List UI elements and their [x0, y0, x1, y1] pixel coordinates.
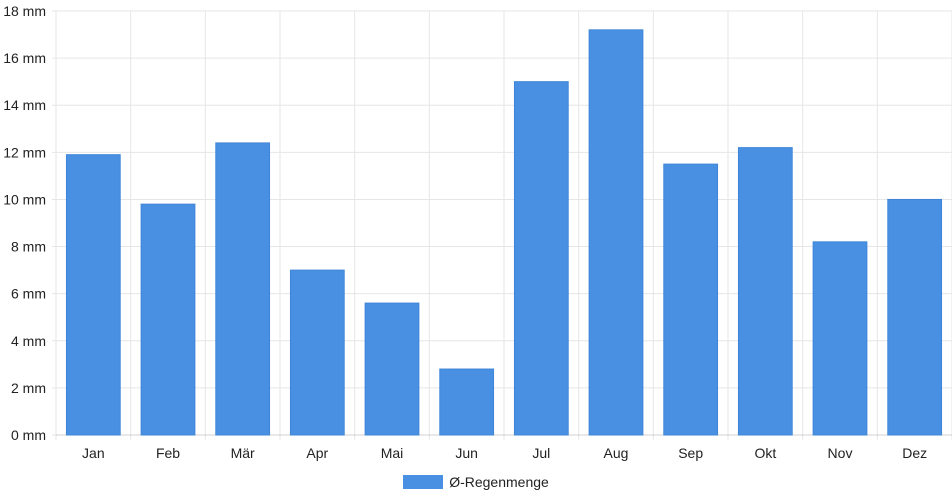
- x-tick-label: Jul: [532, 445, 550, 461]
- y-tick-label: 2 mm: [11, 380, 46, 396]
- y-tick-label: 4 mm: [11, 333, 46, 349]
- x-tick-label: Apr: [306, 445, 328, 461]
- bar-mär[interactable]: [215, 142, 271, 436]
- x-tick-label: Aug: [604, 445, 629, 461]
- y-tick-label: 8 mm: [11, 239, 46, 255]
- x-tick-label: Sep: [678, 445, 703, 461]
- y-tick-label: 18 mm: [3, 3, 46, 19]
- legend[interactable]: Ø-Regenmenge: [0, 472, 952, 492]
- bar-dez[interactable]: [887, 198, 943, 436]
- y-tick-label: 14 mm: [3, 97, 46, 113]
- y-tick-label: 0 mm: [11, 427, 46, 443]
- grid: [52, 10, 952, 440]
- legend-label: Ø-Regenmenge: [449, 474, 549, 490]
- bar-okt[interactable]: [737, 147, 793, 436]
- x-tick-label: Dez: [902, 445, 927, 461]
- bar-apr[interactable]: [289, 269, 345, 436]
- bar-mai[interactable]: [364, 302, 420, 436]
- rainfall-bar-chart: 0 mm 2 mm 4 mm 6 mm 8 mm 10 mm 12 mm 14 mm 16 mm…: [3, 3, 952, 461]
- y-tick-label: 6 mm: [11, 286, 46, 302]
- bars: [65, 29, 943, 436]
- y-tick-label: 12 mm: [3, 144, 46, 160]
- x-tick-label: Jun: [455, 445, 478, 461]
- legend-swatch: [403, 475, 444, 489]
- bar-nov[interactable]: [812, 241, 868, 436]
- bar-feb[interactable]: [140, 203, 196, 436]
- x-tick-label: Jan: [82, 445, 105, 461]
- bar-sep[interactable]: [663, 163, 719, 436]
- y-tick-label: 10 mm: [3, 191, 46, 207]
- x-tick-label: Feb: [156, 445, 180, 461]
- y-tick-label: 16 mm: [3, 50, 46, 66]
- x-tick-label: Mär: [231, 445, 255, 461]
- x-tick-label: Mai: [381, 445, 404, 461]
- bar-aug[interactable]: [588, 29, 644, 436]
- bar-jan[interactable]: [65, 154, 121, 436]
- x-tick-label: Nov: [828, 445, 853, 461]
- bar-jul[interactable]: [513, 81, 569, 436]
- bar-jun[interactable]: [439, 368, 495, 436]
- x-tick-label: Okt: [754, 445, 776, 461]
- tick-labels: 0 mm 2 mm 4 mm 6 mm 8 mm 10 mm 12 mm 14 mm 16 mm…: [3, 3, 927, 461]
